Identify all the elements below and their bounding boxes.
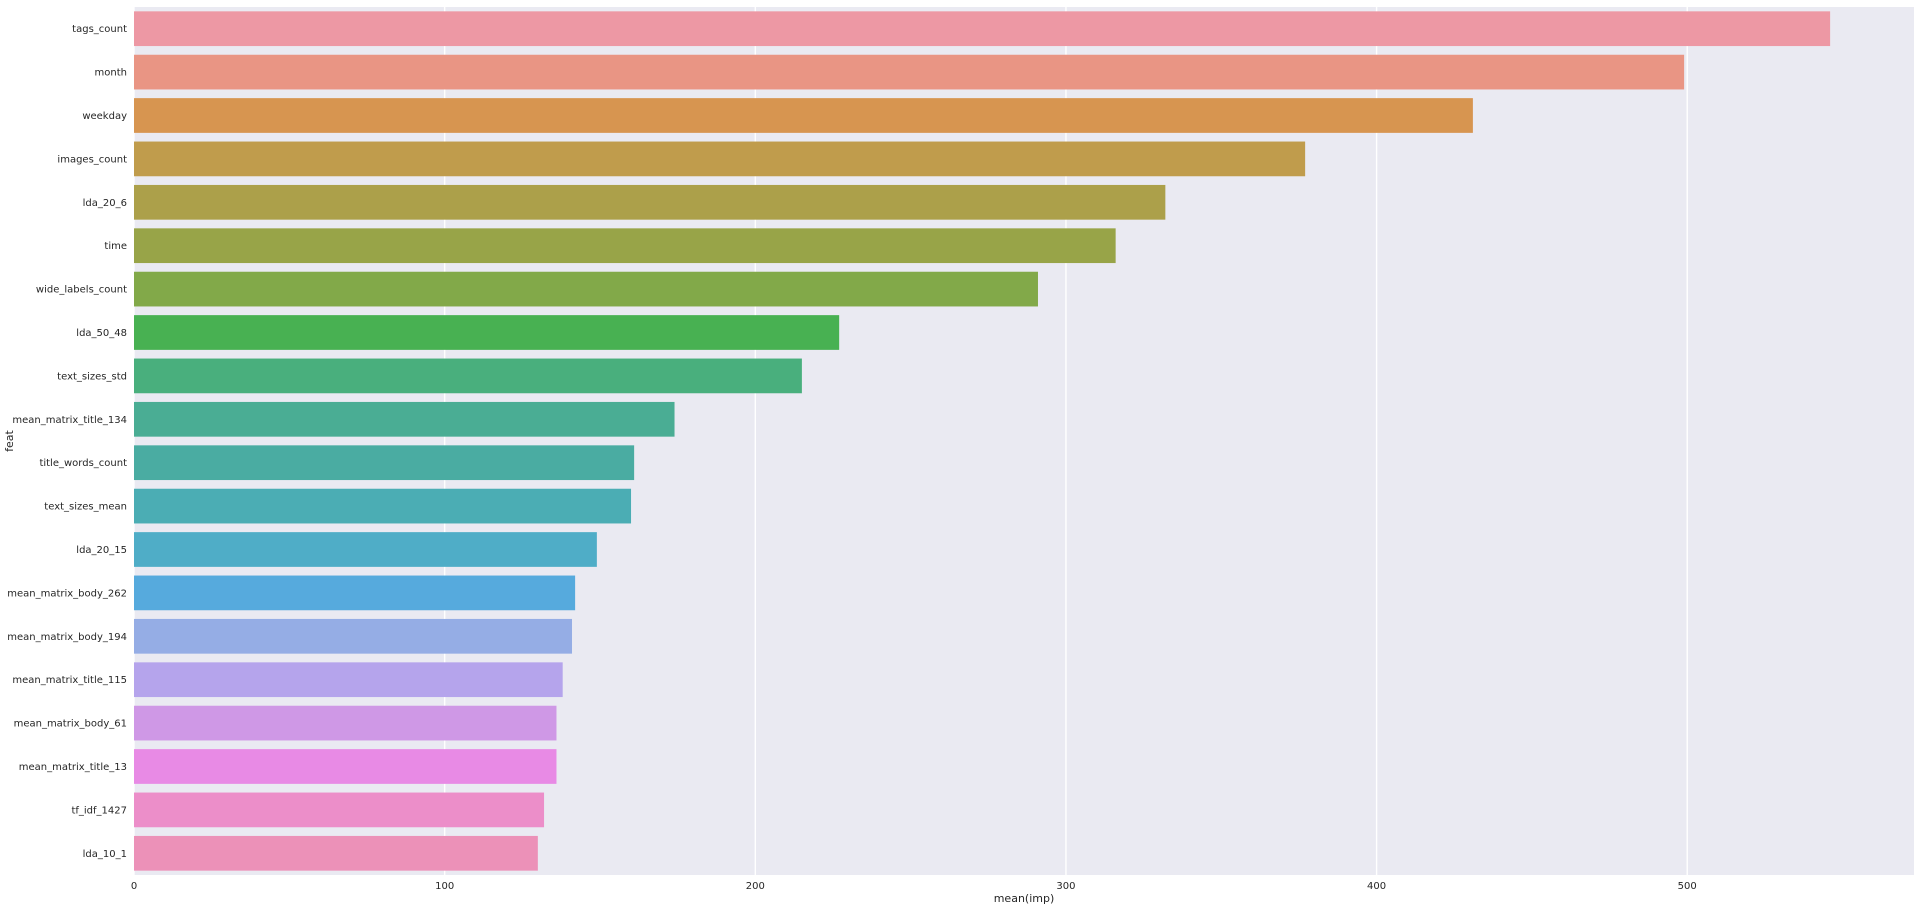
y-tick-label: weekday	[82, 111, 127, 122]
bar-lda-50-48	[134, 315, 840, 350]
y-tick-label: mean_matrix_body_262	[7, 588, 127, 599]
bar-tf-idf-1427	[134, 792, 545, 828]
bar-title-words-count	[134, 445, 635, 481]
bar-text-sizes-mean	[134, 488, 632, 524]
y-axis-label: feat	[3, 429, 16, 451]
bar-mean-matrix-body-262	[134, 575, 576, 611]
x-tick-label: 100	[435, 881, 454, 892]
y-tick-label: lda_50_48	[76, 328, 127, 339]
y-tick-label: tags_count	[72, 24, 127, 35]
bar-mean-matrix-title-13	[134, 749, 557, 784]
bar-lda-20-15	[134, 532, 597, 567]
bar-wide-labels-count	[134, 271, 1038, 307]
y-tick-label: time	[104, 241, 127, 252]
bar-mean-matrix-title-115	[134, 662, 563, 698]
bar-mean-matrix-body-194	[134, 618, 573, 654]
bar-text-sizes-std	[134, 358, 802, 394]
plot-area	[134, 7, 1914, 875]
x-tick-labels: 0 100 200 300 400 500	[131, 881, 1697, 892]
bar-month	[134, 54, 1685, 90]
bar-mean-matrix-title-134	[134, 401, 675, 437]
y-tick-label: lda_10_1	[83, 849, 127, 860]
y-tick-label: tf_idf_1427	[71, 805, 127, 816]
bar-time	[134, 228, 1116, 264]
y-tick-label: mean_matrix_body_194	[7, 632, 127, 643]
y-tick-label: text_sizes_std	[57, 371, 127, 382]
x-tick-label: 200	[746, 881, 765, 892]
y-tick-label: month	[95, 68, 127, 79]
x-tick-label: 400	[1367, 881, 1386, 892]
x-tick-label: 300	[1056, 881, 1075, 892]
bar-weekday	[134, 98, 1473, 133]
bar-mean-matrix-body-61	[134, 705, 557, 741]
y-tick-label: mean_matrix_title_134	[12, 415, 127, 426]
y-tick-label: lda_20_15	[76, 545, 127, 556]
y-tick-label: images_count	[57, 154, 127, 165]
bar-lda-20-6	[134, 184, 1166, 220]
x-axis-label: mean(imp)	[994, 892, 1055, 905]
y-tick-label: mean_matrix_title_13	[19, 762, 127, 773]
bars	[134, 11, 1831, 871]
y-tick-label: title_words_count	[39, 458, 127, 469]
y-tick-label: wide_labels_count	[36, 285, 127, 296]
y-tick-label: text_sizes_mean	[44, 502, 127, 513]
bar-lda-10-1	[134, 835, 538, 871]
x-tick-label: 500	[1678, 881, 1697, 892]
y-tick-label: mean_matrix_body_61	[14, 719, 127, 730]
bar-images-count	[134, 141, 1306, 177]
x-tick-label: 0	[131, 881, 137, 892]
bar-tags-count	[134, 11, 1831, 47]
y-tick-label: lda_20_6	[83, 198, 127, 209]
y-tick-label: mean_matrix_title_115	[12, 675, 127, 686]
